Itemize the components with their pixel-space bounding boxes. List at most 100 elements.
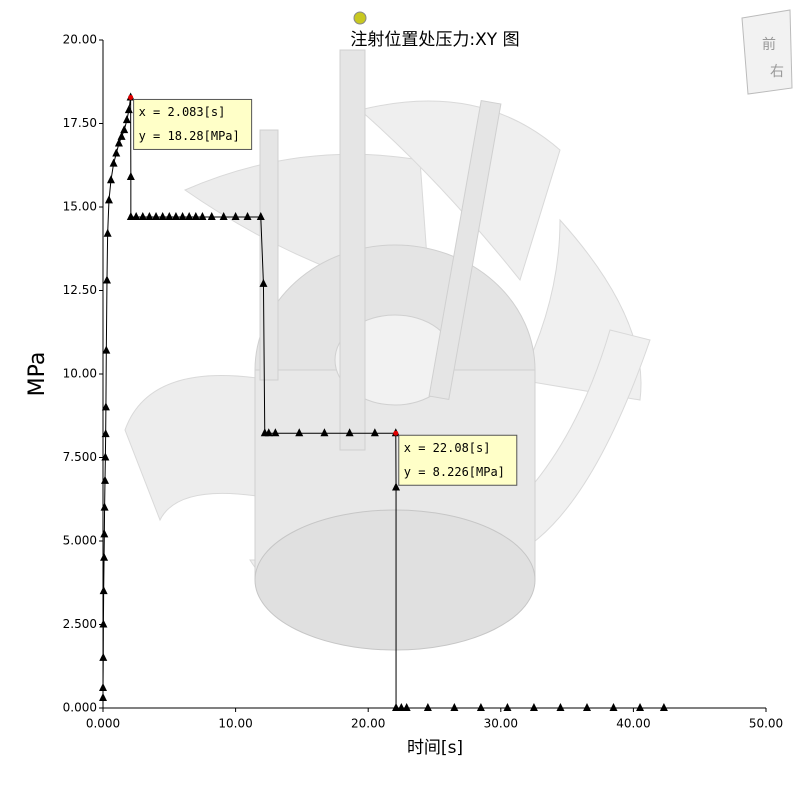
point-marker	[609, 703, 618, 711]
point-marker	[392, 482, 401, 491]
x-axis-label: 时间[s]	[407, 738, 463, 758]
point-marker	[264, 428, 273, 437]
point-marker	[178, 212, 187, 221]
y-tick-label: 10.00	[63, 367, 97, 381]
point-marker	[423, 703, 432, 711]
point-marker	[109, 158, 118, 167]
point-marker	[101, 429, 110, 438]
y-tick-label: 7.500	[63, 450, 97, 464]
point-marker	[100, 552, 109, 561]
point-marker	[158, 212, 167, 221]
y-tick-label: 2.500	[63, 617, 97, 631]
x-tick-label: 10.00	[218, 717, 252, 731]
point-marker	[138, 212, 147, 221]
y-tick-label: 20.00	[63, 33, 97, 47]
cube-face	[741, 9, 793, 95]
point-marker	[476, 703, 485, 711]
runner	[428, 99, 502, 401]
x-tick-label: 40.00	[616, 717, 650, 731]
point-marker	[100, 502, 109, 511]
point-marker	[100, 475, 109, 484]
point-marker	[99, 586, 108, 595]
point-marker	[243, 212, 252, 221]
point-marker	[370, 428, 379, 437]
runner	[259, 129, 279, 381]
point-marker	[145, 212, 154, 221]
y-tick-label: 0.000	[63, 701, 97, 715]
point-marker	[165, 212, 174, 221]
point-marker	[126, 212, 135, 221]
point-marker	[582, 703, 591, 711]
point-marker	[152, 212, 161, 221]
point-marker	[256, 212, 265, 221]
cube-label: 前	[762, 36, 776, 53]
cube-label: 右	[770, 64, 784, 80]
point-marker	[112, 148, 121, 157]
point-marker	[99, 682, 107, 691]
x-tick-label: 50.00	[749, 717, 783, 731]
annotation-text: y = 8.226[MPa]	[404, 465, 505, 479]
point-marker	[124, 105, 133, 114]
x-tick-label: 0.000	[86, 717, 120, 731]
point-marker	[503, 703, 512, 711]
point-marker	[99, 652, 108, 661]
point-marker	[198, 212, 207, 221]
annotation-text: x = 22.08[s]	[404, 441, 491, 455]
point-marker	[101, 452, 110, 461]
point-marker	[219, 212, 228, 221]
point-marker	[231, 212, 240, 221]
y-tick-label: 15.00	[63, 200, 97, 214]
point-marker	[99, 692, 107, 701]
point-marker	[102, 275, 111, 284]
point-marker	[100, 529, 109, 538]
y-tick-label: 5.000	[63, 534, 97, 548]
view-cube: 前 右	[741, 9, 793, 95]
point-marker	[104, 195, 113, 204]
point-marker	[345, 428, 354, 437]
point-marker	[114, 138, 123, 147]
point-marker	[207, 212, 216, 221]
annotation: x = 22.08[s] y = 8.226[MPa]	[398, 434, 518, 486]
point-marker	[122, 115, 131, 124]
point-marker	[185, 212, 194, 221]
point-marker	[295, 428, 304, 437]
y-tick-label: 17.50	[63, 116, 97, 130]
point-marker	[450, 703, 459, 711]
point-marker	[397, 703, 406, 711]
model-background	[124, 49, 651, 651]
point-marker	[529, 703, 538, 711]
chart-title: 注射位置处压力:XY 图	[350, 30, 519, 50]
point-marker	[271, 428, 280, 437]
point-marker	[556, 703, 565, 711]
fan-blade	[358, 100, 561, 282]
point-marker	[392, 703, 401, 711]
annotation-point	[393, 430, 399, 436]
point-marker	[402, 703, 411, 711]
annotation-box	[398, 434, 518, 486]
x-tick-label: 30.00	[484, 717, 518, 731]
y-tick-label: 12.50	[63, 283, 97, 297]
y-axis-label: MPa	[25, 352, 50, 397]
annotation-text: y = 18.28[MPa]	[139, 129, 240, 143]
annotation-box	[133, 98, 253, 150]
point-marker	[320, 428, 329, 437]
annotation-point	[128, 94, 134, 100]
point-marker	[259, 278, 268, 287]
fan-rim	[254, 509, 536, 651]
injection-point	[353, 11, 367, 25]
point-marker	[102, 345, 111, 354]
x-tick-label: 20.00	[351, 717, 385, 731]
point-marker	[117, 131, 126, 140]
point-marker	[659, 703, 668, 711]
point-marker	[99, 619, 108, 628]
point-marker	[101, 402, 110, 411]
point-marker	[191, 212, 200, 221]
point-marker	[126, 171, 135, 180]
runner	[339, 49, 366, 451]
point-marker	[132, 212, 141, 221]
annotation-text: x = 2.083[s]	[139, 105, 226, 119]
annotation: x = 2.083[s] y = 18.28[MPa]	[133, 98, 253, 150]
point-marker	[103, 228, 112, 237]
point-marker	[106, 175, 115, 184]
